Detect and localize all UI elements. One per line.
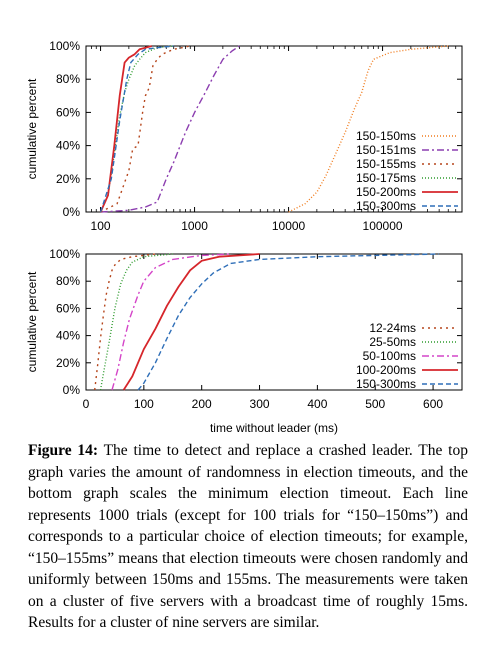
- x-tick-label: 10000: [272, 219, 306, 233]
- series-line: [99, 45, 152, 213]
- x-tick-label: 100: [91, 219, 111, 233]
- y-tick-label: 40%: [56, 329, 80, 343]
- top-chart: 0% 20% 40% 60% 80% 100% 100 1000 10000 100000 cumu…: [25, 39, 463, 233]
- legend-label: 150-155ms: [356, 157, 416, 171]
- y-tick-label: 60%: [56, 301, 80, 315]
- bottom-chart: 0% 20% 40% 60% 80% 100% 0 100 200 300 400 500 600 cum…: [25, 247, 463, 435]
- y-tick-label: 80%: [56, 274, 80, 288]
- series-line: [100, 45, 191, 213]
- x-tick-label: 100000: [363, 219, 403, 233]
- legend-label: 50-100ms: [363, 349, 416, 363]
- x-tick-label: 1000: [181, 219, 208, 233]
- figure-charts: 0%20%40%60%80%100%100 1000 10000 100000cumu…: [25, 39, 463, 435]
- y-axis-label: cumulative percent: [25, 271, 39, 372]
- x-tick-label: 500: [365, 397, 385, 411]
- x-axis-label: time without leader (ms): [210, 421, 338, 435]
- legend-label: 150-151ms: [356, 143, 416, 157]
- series-line: [94, 253, 156, 391]
- x-tick-label: 0: [83, 397, 90, 411]
- y-tick-label: 20%: [56, 356, 80, 370]
- figure-caption: Figure 14: The time to detect and replac…: [28, 440, 468, 634]
- series-line: [99, 45, 174, 213]
- x-tick-label: 300: [250, 397, 270, 411]
- y-tick-label: 0%: [63, 205, 81, 219]
- legend-label: 150-300ms: [356, 377, 416, 391]
- y-tick-label: 40%: [56, 139, 80, 153]
- y-tick-label: 60%: [56, 105, 80, 119]
- y-tick-label: 0%: [63, 383, 81, 397]
- series-line: [137, 253, 439, 391]
- y-tick-label: 20%: [56, 172, 80, 186]
- series-line: [122, 253, 260, 391]
- y-axis-label: cumulative percent: [25, 78, 39, 179]
- caption-label: Figure 14:: [28, 442, 99, 459]
- y-tick-label: 100%: [49, 39, 80, 53]
- series-line: [288, 45, 449, 213]
- x-tick-label: 100: [134, 397, 154, 411]
- series-line: [111, 253, 231, 391]
- x-tick-label: 200: [192, 397, 212, 411]
- legend-label: 100-200ms: [356, 363, 416, 377]
- series-line: [99, 253, 173, 391]
- legend-label: 150-200ms: [356, 185, 416, 199]
- legend-label: 150-150ms: [356, 129, 416, 143]
- plot-frame: [85, 253, 463, 391]
- legend-label: 150-175ms: [356, 171, 416, 185]
- series-line: [100, 45, 240, 213]
- x-tick-label: 400: [307, 397, 327, 411]
- caption-text: The time to detect and replace a crashed…: [28, 442, 468, 631]
- y-tick-label: 100%: [49, 247, 80, 261]
- series-line: [99, 45, 174, 213]
- x-tick-label: 600: [423, 397, 443, 411]
- legend-label: 25-50ms: [369, 335, 416, 349]
- y-tick-label: 80%: [56, 72, 80, 86]
- legend-label: 150-300ms: [356, 199, 416, 213]
- legend-label: 12-24ms: [369, 321, 416, 335]
